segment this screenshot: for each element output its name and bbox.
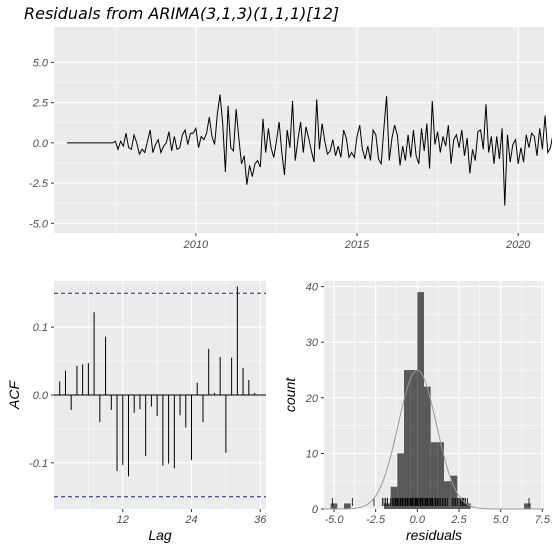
hist-tick-labels: 0 10 20 30 40 -5.0 -2.5 0.0 2.5 5.0 7.5 bbox=[305, 282, 551, 526]
histogram-bar bbox=[524, 503, 531, 509]
histogram-bar bbox=[390, 486, 398, 509]
acf-x-tick-label: 36 bbox=[254, 514, 267, 526]
ts-gridlines bbox=[54, 27, 544, 233]
hist-y-tick-label: 20 bbox=[305, 393, 319, 405]
ts-y-tick-label: -5.0 bbox=[29, 218, 49, 230]
histogram-bar bbox=[417, 292, 424, 509]
acf-x-tick-label: 24 bbox=[184, 514, 197, 526]
histogram-bar bbox=[430, 442, 438, 509]
hist-x-tick-label: 2.5 bbox=[450, 514, 467, 526]
ts-x-tick-label: 2020 bbox=[505, 239, 531, 251]
acf-y-tick-label: 0.1 bbox=[33, 322, 48, 334]
histogram-bar bbox=[397, 453, 404, 509]
normal-density-curve bbox=[324, 369, 544, 510]
acf-spikes bbox=[54, 286, 266, 498]
hist-y-tick-label: 40 bbox=[306, 282, 319, 294]
histogram-bars bbox=[330, 292, 531, 509]
histogram-bar bbox=[450, 475, 458, 509]
acf-panel: -0.1 0.0 0.1 12 24 36 Lag ACF bbox=[6, 281, 267, 543]
hist-x-tick-label: -2.5 bbox=[366, 514, 386, 526]
histogram-bar bbox=[437, 442, 444, 509]
residuals-time-series-panel: -5.0 -2.5 0.0 2.5 5.0 2010 2015 2020 bbox=[29, 27, 552, 251]
histogram-bar bbox=[384, 503, 391, 509]
hist-y-tick-label: 30 bbox=[306, 337, 319, 349]
acf-y-axis-label: ACF bbox=[6, 380, 22, 410]
acf-x-axis-label: Lag bbox=[148, 527, 172, 543]
histogram-bar bbox=[344, 503, 351, 509]
histogram-bar bbox=[404, 369, 411, 509]
acf-tick-labels: -0.1 0.0 0.1 12 24 36 bbox=[29, 322, 267, 526]
ts-x-tick-label: 2015 bbox=[344, 239, 370, 251]
ts-y-tick-label: -2.5 bbox=[29, 178, 49, 190]
ts-tick-labels: -5.0 -2.5 0.0 2.5 5.0 2010 2015 2020 bbox=[29, 57, 531, 251]
acf-y-tick-label: 0.0 bbox=[33, 390, 49, 402]
hist-x-tick-label: 7.5 bbox=[535, 514, 551, 526]
ts-y-tick-label: 5.0 bbox=[33, 57, 49, 69]
hist-x-tick-label: 0.0 bbox=[410, 514, 426, 526]
histogram-bar bbox=[424, 386, 431, 509]
histogram-bar bbox=[444, 481, 451, 509]
hist-y-tick-label: 10 bbox=[306, 448, 319, 460]
hist-x-tick-label: 5.0 bbox=[493, 514, 509, 526]
figure-title: Residuals from ARIMA(3,1,3)(1,1,1)[12] bbox=[24, 4, 339, 23]
ts-y-tick-label: 0.0 bbox=[33, 138, 49, 150]
histogram-bar bbox=[330, 503, 338, 509]
hist-x-tick-label: -5.0 bbox=[325, 514, 345, 526]
acf-y-tick-label: -0.1 bbox=[29, 458, 48, 470]
ts-y-tick-label: 2.5 bbox=[32, 98, 49, 110]
ts-x-tick-label: 2010 bbox=[183, 239, 209, 251]
hist-y-axis-label: count bbox=[282, 377, 298, 412]
histogram-bar bbox=[464, 503, 471, 509]
hist-x-axis-label: residuals bbox=[406, 527, 462, 543]
acf-x-tick-label: 12 bbox=[117, 514, 129, 526]
residual-series-line bbox=[66, 94, 552, 206]
hist-y-tick-label: 0 bbox=[312, 504, 319, 516]
histogram-bar bbox=[410, 369, 418, 509]
